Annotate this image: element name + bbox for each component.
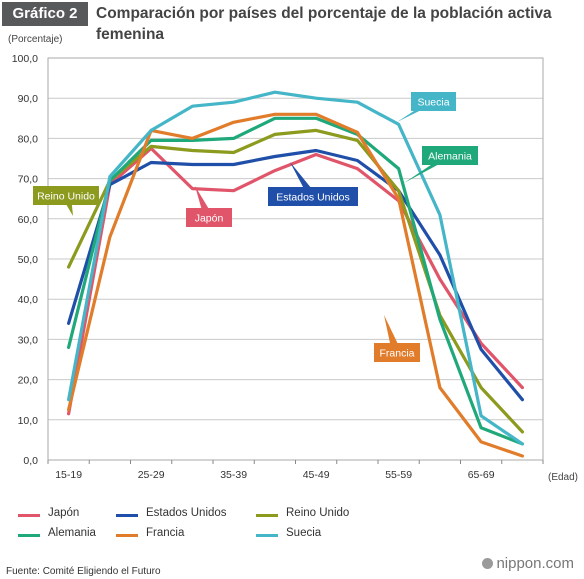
y-tick-label: 50,0 [18, 254, 39, 266]
callout-box-suecia [411, 92, 456, 111]
x-tick-label: 45-49 [303, 469, 330, 481]
x-tick-label: 55-59 [385, 469, 412, 481]
x-tick-label: 15-19 [55, 469, 82, 481]
y-tick-label: 80,0 [18, 133, 39, 145]
callout-label-japon: Japón [195, 213, 224, 225]
x-tick-label: 25-29 [138, 469, 165, 481]
legend-swatch [256, 534, 278, 537]
brand-dot-icon [482, 558, 494, 569]
chart-title: Comparación por países del porcentaje de… [96, 5, 552, 43]
y-tick-label: 70,0 [18, 174, 39, 186]
y-tick-label: 100,0 [12, 53, 38, 65]
chart-grid [48, 97, 543, 421]
callout-label-reino-unido: Reino Unido [37, 191, 95, 203]
callout-label-suecia: Suecia [417, 97, 449, 109]
callout-label-estados-unidos: Estados Unidos [276, 192, 350, 204]
y-tick-label: 10,0 [18, 415, 39, 427]
chart-axes [47, 57, 544, 464]
y-tick-label: 40,0 [18, 294, 39, 306]
callout-box-reino-unido [33, 186, 99, 205]
y-axis-label: (Porcentaje) [8, 34, 63, 45]
callout-box-estados-unidos [268, 187, 358, 206]
y-tick-label: 20,0 [18, 375, 39, 387]
series-annotations: Reino Unido Japón Estados Unidos Suecia Alem… [33, 92, 478, 362]
y-tick-label: 30,0 [18, 334, 39, 346]
brand-name: nippon.com [496, 555, 574, 572]
source-note: Fuente: Comité Eligiendo el Futuro [6, 566, 161, 577]
callout-box-japon [186, 208, 232, 227]
series-line-estados-unidos [66, 148, 525, 402]
y-tick-label: 60,0 [18, 214, 39, 226]
series-line-japon [66, 146, 525, 416]
legend-label: Suecia [286, 527, 322, 539]
chart-badge: Gráfico 2 [2, 2, 88, 26]
series-line-francia [66, 112, 525, 458]
y-tick-label: 0,0 [23, 455, 38, 467]
series-line-suecia [66, 90, 525, 446]
x-tick-labels: 15-19 25-29 35-39 45-49 55-59 65-69 [55, 469, 495, 481]
line-chart: 0,0 10,0 20,0 30,0 40,0 50,0 60,0 70,0 80,0 90,0 1… [12, 53, 578, 483]
legend-swatch [116, 514, 138, 517]
callout-box-francia [374, 343, 420, 362]
legend-swatch [256, 514, 278, 517]
x-tick-label: 35-39 [220, 469, 247, 481]
callout-label-alemania: Alemania [428, 151, 472, 163]
callout-box-alemania [422, 146, 478, 165]
legend-swatch [18, 534, 40, 537]
y-tick-labels: 0,0 10,0 20,0 30,0 40,0 50,0 60,0 70,0 80,0 90,0 1… [12, 53, 38, 467]
legend-label: Japón [48, 507, 80, 519]
legend-label: Francia [146, 527, 185, 539]
legend-swatch [18, 514, 40, 517]
x-axis-label: (Edad) [548, 472, 578, 483]
brand-logo: nippon.com [482, 555, 574, 572]
legend-label: Alemania [48, 527, 96, 539]
legend-label: Reino Unido [286, 507, 350, 519]
callout-label-francia: Francia [379, 348, 414, 360]
legend-swatch [116, 534, 138, 537]
legend-label: Estados Unidos [146, 507, 227, 519]
series-lines [66, 90, 525, 458]
x-tick-label: 65-69 [468, 469, 495, 481]
y-tick-label: 90,0 [18, 93, 39, 105]
